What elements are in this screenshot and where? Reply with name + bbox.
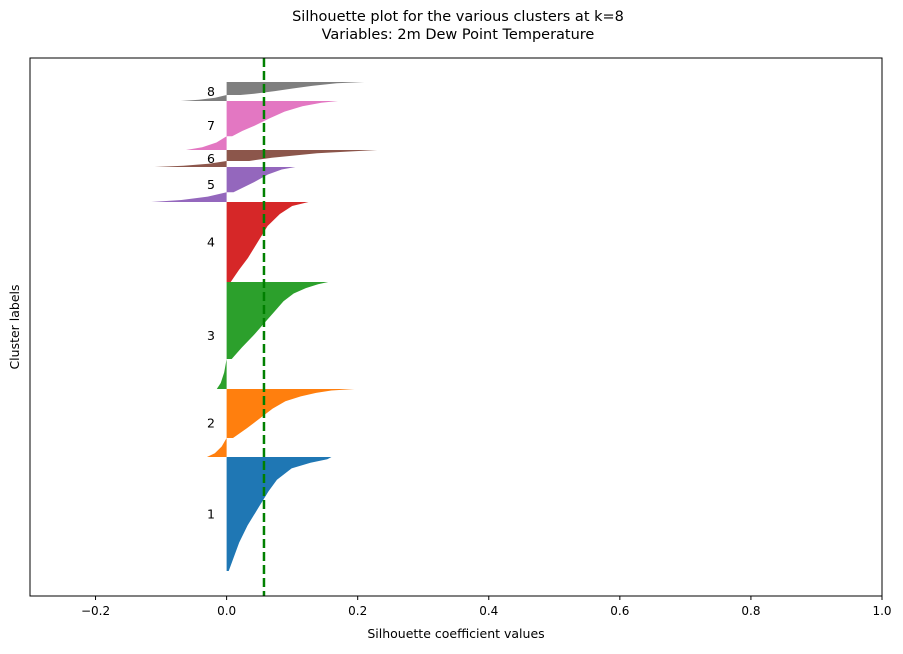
cluster-6-label: 6	[207, 151, 215, 166]
cluster-8-negative-area	[180, 95, 227, 101]
cluster-7-silhouette: 7	[185, 101, 339, 150]
cluster-1-silhouette: 1	[207, 457, 332, 571]
x-tick-label: 0.6	[610, 604, 629, 618]
plot-area: 1 2 3 4 5 6 7 8	[151, 58, 378, 596]
cluster-1-label: 1	[207, 507, 215, 522]
cluster-3-positive-area	[226, 282, 329, 360]
x-tick-label: 0.0	[217, 604, 236, 618]
cluster-8-label: 8	[207, 84, 215, 99]
cluster-3-negative-area	[216, 359, 227, 389]
cluster-6-positive-area	[226, 150, 378, 161]
cluster-2-silhouette: 2	[206, 389, 355, 457]
chart-subtitle: Variables: 2m Dew Point Temperature	[322, 27, 595, 43]
cluster-2-negative-area	[206, 437, 227, 457]
x-axis-label: Silhouette coefficient values	[367, 626, 544, 641]
cluster-8-silhouette: 8	[180, 82, 365, 101]
cluster-8-positive-area	[226, 82, 365, 95]
cluster-3-label: 3	[207, 328, 215, 343]
cluster-7-label: 7	[207, 118, 215, 133]
cluster-2-positive-area	[226, 389, 355, 438]
cluster-5-silhouette: 5	[151, 167, 296, 202]
x-tick-label: 0.8	[741, 604, 760, 618]
chart-title: Silhouette plot for the various clusters…	[292, 9, 624, 25]
x-tick-label: 0.4	[479, 604, 498, 618]
x-tick-label: 1.0	[872, 604, 891, 618]
y-axis-label: Cluster labels	[7, 284, 22, 369]
cluster-7-negative-area	[185, 136, 227, 150]
cluster-5-positive-area	[226, 167, 296, 193]
x-tick-label: −0.2	[81, 604, 110, 618]
cluster-5-negative-area	[151, 192, 227, 202]
cluster-2-label: 2	[207, 416, 215, 431]
cluster-7-positive-area	[226, 101, 339, 137]
cluster-3-silhouette: 3	[207, 282, 329, 389]
cluster-5-label: 5	[207, 177, 215, 192]
cluster-6-negative-area	[154, 161, 227, 167]
cluster-1-positive-area	[226, 457, 332, 571]
x-tick-label: 0.2	[348, 604, 367, 618]
cluster-4-label: 4	[207, 235, 215, 250]
plot-frame	[29, 57, 883, 597]
cluster-6-silhouette: 6	[154, 150, 378, 167]
x-axis: −0.2 0.0 0.2 0.4 0.6 0.8 1.0	[81, 596, 892, 618]
cluster-4-silhouette: 4	[207, 202, 309, 282]
cluster-4-positive-area	[226, 202, 309, 282]
